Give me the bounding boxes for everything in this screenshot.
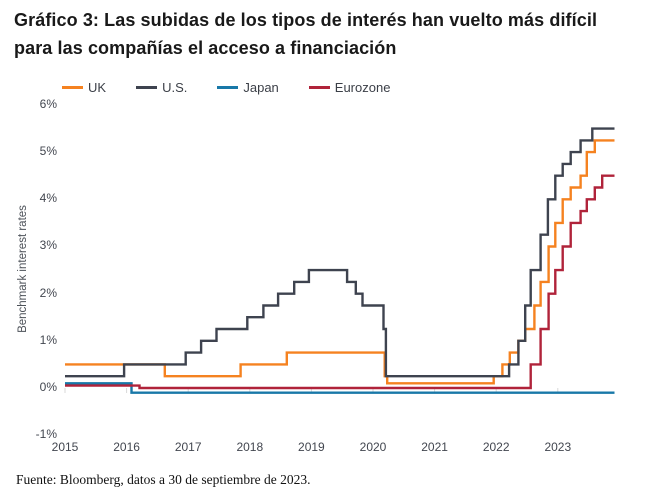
- benchmark-rates-line-chart: [64, 127, 615, 394]
- legend-swatch: [62, 86, 83, 89]
- source-note: Fuente: Bloomberg, datos a 30 de septiem…: [16, 472, 311, 487]
- y-tick-label: -1%: [35, 427, 57, 442]
- x-tick-label: 2015: [51, 440, 79, 454]
- x-tick-label: 2018: [236, 440, 264, 454]
- legend-swatch: [136, 86, 158, 89]
- series-japan-line: [65, 382, 615, 394]
- y-tick-label: 4%: [39, 191, 57, 206]
- x-tick-label: 2021: [421, 440, 448, 454]
- y-tick-label: 2%: [39, 285, 57, 300]
- legend-swatch: [217, 86, 239, 89]
- legend-item-uk: UK: [62, 80, 106, 95]
- x-tick-label: 2017: [174, 440, 202, 454]
- x-tick-label: 2016: [113, 440, 140, 454]
- series-uk-line: [65, 139, 615, 385]
- y-tick-label: 3%: [39, 238, 57, 253]
- y-tick-label: 0%: [39, 380, 57, 394]
- x-tick-label: 2019: [298, 440, 325, 454]
- legend-label: U.S.: [162, 80, 188, 95]
- y-tick-label: 6%: [39, 96, 57, 111]
- series-us-line: [65, 127, 615, 378]
- series-eurozone-line: [65, 174, 615, 390]
- legend-item-eurozone: Eurozone: [308, 80, 391, 95]
- x-tick-label: 2020: [359, 440, 387, 454]
- chart-legend: UK U.S. Japan Eurozone: [62, 80, 390, 95]
- x-tick-label: 2023: [544, 440, 572, 454]
- legend-item-japan: Japan: [217, 80, 279, 95]
- y-tick-label: 5%: [39, 144, 57, 159]
- legend-item-us: U.S.: [136, 80, 187, 95]
- x-tick-label: 2022: [482, 440, 510, 454]
- legend-swatch: [308, 86, 330, 89]
- legend-label: Japan: [243, 80, 279, 95]
- legend-label: Eurozone: [334, 80, 391, 95]
- chart-title: Gráfico 3: Las subidas de los tipos de i…: [14, 10, 598, 58]
- legend-label: UK: [88, 80, 107, 95]
- y-tick-label: 1%: [39, 332, 57, 347]
